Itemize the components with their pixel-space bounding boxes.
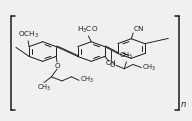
Text: H$_3$CO: H$_3$CO (77, 25, 98, 35)
Text: O: O (110, 62, 115, 68)
Text: CN: CN (134, 26, 144, 32)
Text: CH$_3$: CH$_3$ (80, 75, 94, 85)
Text: CH$_3$: CH$_3$ (36, 83, 51, 93)
Text: CN: CN (106, 60, 117, 66)
Text: O: O (54, 63, 60, 69)
Text: OCH$_3$: OCH$_3$ (18, 30, 39, 40)
Text: n: n (180, 100, 186, 109)
Text: CH$_3$: CH$_3$ (119, 51, 134, 61)
Text: CH$_3$: CH$_3$ (142, 62, 156, 73)
